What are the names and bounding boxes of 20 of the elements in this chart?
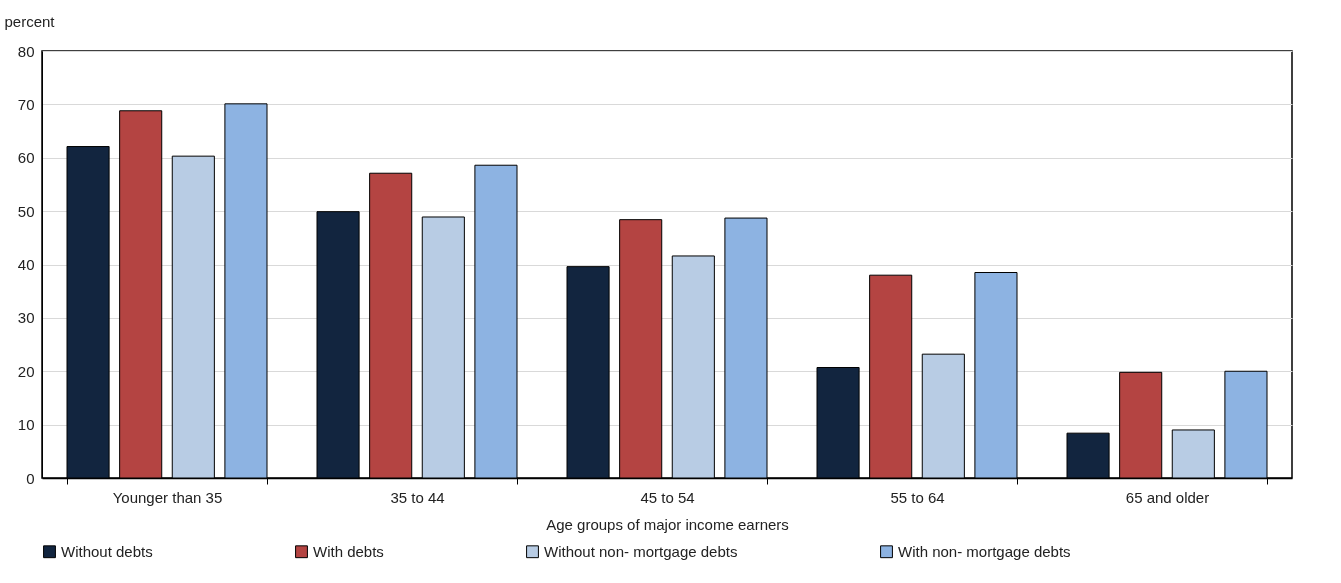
legend-label: Without debts <box>61 542 153 560</box>
x-axis-title: Age groups of major income earners <box>546 515 789 533</box>
y-tick-label: 50 <box>17 202 35 220</box>
legend-label: With non- mortgage debts <box>898 542 1071 560</box>
y-axis-title: percent <box>4 12 56 30</box>
x-tick-label: 55 to 64 <box>890 488 945 506</box>
y-tick-label: 10 <box>17 416 35 434</box>
x-tick-label: 45 to 54 <box>640 488 695 506</box>
y-tick-label: 0 <box>26 469 35 487</box>
x-tick-label: Younger than 35 <box>112 488 223 506</box>
legend-label: With debts <box>313 542 384 560</box>
y-tick-label: 30 <box>17 309 35 327</box>
y-tick-label: 80 <box>17 42 35 60</box>
y-tick-label: 20 <box>17 362 35 380</box>
legend-label: Without non- mortgage debts <box>544 542 738 560</box>
y-tick-label: 60 <box>17 149 35 167</box>
x-tick-label: 35 to 44 <box>390 488 445 506</box>
y-tick-label: 70 <box>17 95 35 113</box>
x-tick-label: 65 and older <box>1125 488 1210 506</box>
y-tick-label: 40 <box>17 256 35 273</box>
